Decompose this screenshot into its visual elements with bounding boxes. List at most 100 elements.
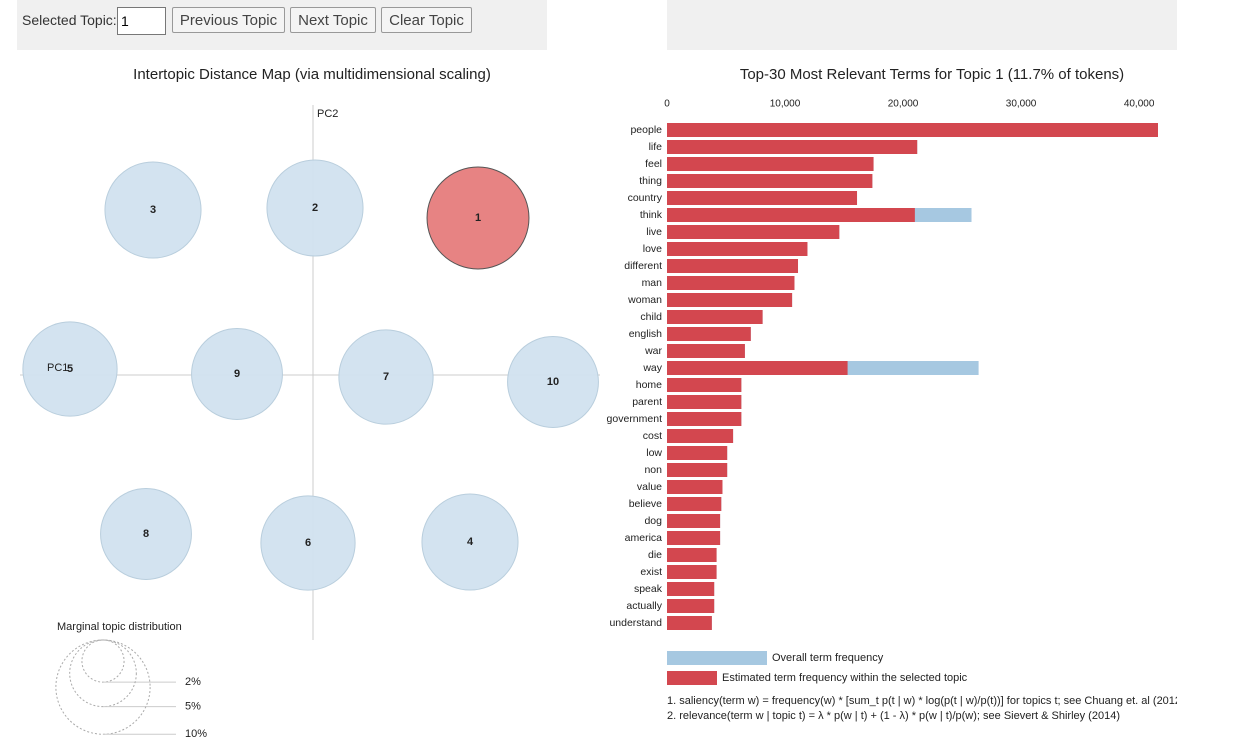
size-legend-label: 5% bbox=[185, 701, 201, 713]
topic-circle[interactable] bbox=[421, 493, 519, 591]
term-bar bbox=[667, 599, 715, 613]
axis-label-pc2: PC2 bbox=[317, 108, 338, 120]
legend-label: Overall term frequency bbox=[772, 652, 884, 664]
topic-circle[interactable] bbox=[100, 488, 192, 580]
term-bar bbox=[667, 293, 793, 307]
term-bar bbox=[667, 259, 799, 273]
topic-label: 2 bbox=[312, 202, 318, 214]
term-bar bbox=[667, 446, 728, 460]
term-bar bbox=[667, 174, 873, 188]
legend-label: Estimated term frequency within the sele… bbox=[722, 672, 968, 684]
term-label: thing bbox=[639, 175, 662, 187]
term-bar bbox=[667, 616, 712, 630]
term-label: live bbox=[646, 226, 662, 238]
term-label: parent bbox=[632, 396, 662, 408]
term-label: way bbox=[642, 362, 662, 374]
topic-circle[interactable] bbox=[507, 336, 599, 428]
term-label: war bbox=[644, 345, 662, 357]
viewport: Slide to adjust relevance metric:(2)λ = … bbox=[17, 0, 1177, 740]
term-bar bbox=[667, 531, 721, 545]
axis-label-pc1: PC1 bbox=[47, 362, 68, 374]
term-bar bbox=[667, 412, 742, 426]
term-bar bbox=[667, 310, 763, 324]
topic-circle[interactable] bbox=[260, 495, 356, 591]
term-bar bbox=[667, 157, 874, 171]
term-label: love bbox=[643, 243, 662, 255]
topic-label: 9 bbox=[234, 368, 240, 380]
x-tick-label: 0 bbox=[664, 99, 670, 110]
charts: Slide to adjust relevance metric:(2)λ = … bbox=[20, 5, 1177, 740]
term-bar bbox=[667, 327, 751, 341]
term-label: government bbox=[607, 413, 663, 425]
size-legend-circle bbox=[69, 639, 137, 708]
footnote: 2. relevance(term w | topic t) = λ * p(w… bbox=[667, 710, 1120, 722]
term-bar bbox=[667, 565, 717, 579]
term-bar bbox=[667, 276, 795, 290]
term-label: country bbox=[628, 192, 663, 204]
x-tick-label: 30,000 bbox=[1006, 99, 1037, 110]
term-bar bbox=[667, 497, 722, 511]
clear-topic-button[interactable]: Clear Topic bbox=[381, 7, 472, 33]
next-topic-button[interactable]: Next Topic bbox=[290, 7, 376, 33]
term-label: cost bbox=[643, 430, 662, 442]
term-bar bbox=[667, 378, 742, 392]
topic-label: 4 bbox=[467, 536, 474, 548]
term-bar bbox=[667, 480, 723, 494]
term-label: think bbox=[640, 209, 663, 221]
size-legend-title: Marginal topic distribution bbox=[57, 621, 182, 633]
term-label: life bbox=[649, 141, 663, 153]
slider-panel bbox=[667, 0, 1177, 50]
chart-title: Intertopic Distance Map (via multidimens… bbox=[133, 66, 491, 83]
term-label: actually bbox=[626, 600, 662, 612]
topic-circle[interactable] bbox=[104, 161, 202, 259]
legend-swatch bbox=[667, 651, 767, 665]
footnote: 1. saliency(term w) = frequency(w) * [su… bbox=[667, 695, 1177, 707]
selected-topic-input[interactable] bbox=[117, 7, 166, 35]
term-label: non bbox=[644, 464, 662, 476]
term-label: understand bbox=[609, 617, 662, 629]
term-label: feel bbox=[645, 158, 662, 170]
term-label: people bbox=[630, 124, 662, 136]
term-bar bbox=[667, 140, 918, 154]
term-label: man bbox=[642, 277, 663, 289]
term-bar bbox=[667, 548, 717, 562]
topic-circle[interactable] bbox=[22, 321, 118, 417]
term-label: speak bbox=[634, 583, 663, 595]
selected-topic-label: Selected Topic: bbox=[22, 12, 117, 28]
topic-label: 7 bbox=[383, 371, 389, 383]
size-legend-label: 10% bbox=[185, 728, 207, 740]
term-label: die bbox=[648, 549, 662, 561]
term-bar bbox=[667, 242, 808, 256]
term-label: exist bbox=[640, 566, 662, 578]
size-legend-circle bbox=[81, 639, 125, 683]
size-legend-circle bbox=[55, 639, 151, 735]
topic-circle[interactable] bbox=[426, 166, 530, 270]
previous-topic-button[interactable]: Previous Topic bbox=[172, 7, 285, 33]
term-label: believe bbox=[629, 498, 662, 510]
term-bar bbox=[667, 225, 840, 239]
x-tick-label: 20,000 bbox=[888, 99, 919, 110]
term-label: value bbox=[637, 481, 662, 493]
term-label: dog bbox=[644, 515, 662, 527]
term-label: english bbox=[629, 328, 662, 340]
term-bar bbox=[667, 208, 915, 222]
term-label: woman bbox=[627, 294, 662, 306]
x-tick-label: 40,000 bbox=[1124, 99, 1155, 110]
topic-circle[interactable] bbox=[191, 328, 283, 420]
term-bar bbox=[667, 463, 728, 477]
term-label: different bbox=[624, 260, 662, 272]
term-bar bbox=[667, 191, 858, 205]
term-label: low bbox=[646, 447, 662, 459]
term-label: america bbox=[625, 532, 663, 544]
legend-swatch bbox=[667, 671, 717, 685]
term-bar bbox=[667, 361, 848, 375]
topic-label: 8 bbox=[143, 528, 149, 540]
topic-label: 3 bbox=[150, 204, 156, 216]
chart-title: Top-30 Most Relevant Terms for Topic 1 (… bbox=[740, 66, 1124, 83]
topic-circle[interactable] bbox=[266, 159, 364, 257]
topic-circle[interactable] bbox=[338, 329, 434, 425]
x-tick-label: 10,000 bbox=[770, 99, 801, 110]
term-bar bbox=[667, 395, 742, 409]
term-bar bbox=[667, 582, 715, 596]
